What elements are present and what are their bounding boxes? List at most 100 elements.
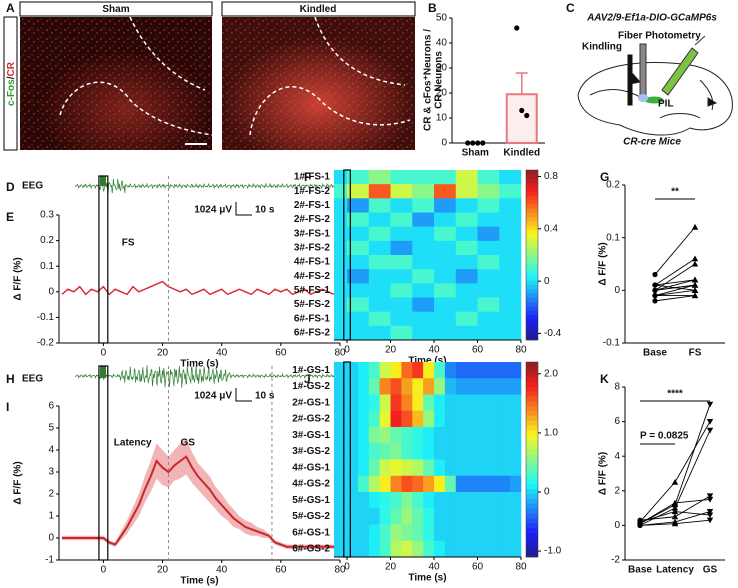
heat-cell <box>499 184 522 199</box>
marker <box>671 520 679 527</box>
heat-cell <box>412 311 435 327</box>
heat-cell <box>434 443 446 460</box>
colorbar-step <box>526 430 538 436</box>
colorbar-step <box>526 182 538 188</box>
heat-cell <box>357 443 370 460</box>
x-tick-label: Kindled <box>503 148 540 159</box>
colorbar-step <box>526 508 538 514</box>
heat-cell <box>390 459 402 477</box>
x-tick-label: Sham <box>462 148 489 159</box>
heat-cell <box>401 362 413 379</box>
heat-cell <box>477 269 500 284</box>
micrograph-sham <box>20 16 213 150</box>
colorbar-step <box>526 229 538 235</box>
data-point <box>519 107 525 114</box>
heat-cell <box>379 378 391 395</box>
colorbar-step <box>526 522 538 529</box>
heat-cell <box>357 378 370 395</box>
heat-cell <box>412 297 435 312</box>
subject-line <box>654 279 696 291</box>
subject-line <box>654 284 696 291</box>
x-axis-label: Time (s) <box>180 359 218 370</box>
heat-cell <box>466 443 478 460</box>
subject-line <box>654 279 696 286</box>
x-tick-label: 80 <box>334 348 346 359</box>
data-point <box>514 25 520 31</box>
heat-cell <box>412 459 424 477</box>
heat-cell <box>499 475 511 493</box>
colorbar-step <box>526 318 538 324</box>
colorbar-step <box>526 323 538 328</box>
x-tick-label: 80 <box>515 562 527 573</box>
colorbar-step <box>526 242 538 247</box>
annotation: GS <box>180 438 195 449</box>
heat-cell <box>423 459 435 477</box>
row-label: 5#-FS-2 <box>294 299 331 310</box>
colorbar-step <box>526 267 538 273</box>
marker <box>671 513 679 520</box>
row-label: 6#-FS-2 <box>294 328 331 339</box>
y-tick-label: 0 <box>614 285 620 296</box>
y-tick-label: 1 <box>48 511 54 522</box>
y-tick-label: 0.1 <box>606 232 620 243</box>
marker <box>671 478 679 485</box>
heat-cell <box>347 255 370 270</box>
colorbar-step <box>526 498 538 504</box>
heat-cell <box>434 325 457 341</box>
heat-cell <box>412 540 424 558</box>
y-tick-label: 6 <box>614 416 620 427</box>
heat-cell <box>499 226 522 242</box>
x-axis-label: Time (s) <box>408 356 446 367</box>
row-label: 2#-FS-1 <box>294 200 331 211</box>
heat-cell <box>334 508 348 525</box>
heat-cell <box>357 362 370 379</box>
y-tick-label: -0.1 <box>37 312 55 323</box>
x-tick-label: FS <box>689 348 702 359</box>
colorbar-step <box>526 440 538 446</box>
heat-cell <box>434 378 446 395</box>
heat-cell <box>412 198 435 213</box>
colorbar-step <box>526 216 538 222</box>
annotation: Latency <box>114 438 152 449</box>
colorbar-step <box>526 255 538 260</box>
heat-cell <box>455 443 467 460</box>
x-tick-label: 60 <box>472 345 484 356</box>
heat-cell <box>455 226 478 242</box>
y-tick-label: 20 <box>436 88 448 99</box>
row-label: 4#-FS-1 <box>294 257 331 268</box>
x-tick-label: 80 <box>515 345 527 356</box>
heat-cell <box>412 170 435 185</box>
heat-cell <box>347 378 359 395</box>
heat-cell <box>357 508 370 525</box>
colorbar-step <box>526 474 538 480</box>
colorbar-step <box>526 542 538 548</box>
y-tick-label: 6 <box>48 401 54 412</box>
row-label: 3#-FS-2 <box>294 243 331 254</box>
colorbar-label: 0.8 <box>544 171 558 182</box>
heat-cell <box>510 540 522 558</box>
x-tick-label: 20 <box>385 562 397 573</box>
y-axis-label: Δ F/F (%) <box>598 452 609 495</box>
x-tick-label: 20 <box>157 565 169 576</box>
heat-cell <box>334 311 348 327</box>
heat-cell <box>357 427 370 444</box>
heat-cell <box>455 362 467 379</box>
heat-cell <box>477 508 489 525</box>
y-axis-label: Δ F/F (%) <box>13 257 24 300</box>
heat-cell <box>444 394 457 412</box>
heat-cell <box>412 240 435 256</box>
colorbar-step <box>526 263 538 269</box>
heat-cell <box>368 443 380 460</box>
marker <box>691 287 699 293</box>
heat-cell <box>444 362 457 379</box>
heat-cell <box>379 524 391 542</box>
colorbar-step <box>526 289 538 294</box>
heat-cell <box>347 170 370 185</box>
eeg-label: EEG <box>22 374 43 385</box>
heat-cell <box>334 378 348 395</box>
y-tick-label: 40 <box>436 38 448 49</box>
heat-cell <box>444 540 457 558</box>
heat-cell <box>368 540 380 558</box>
row-label: 3#-GS-2 <box>292 446 330 457</box>
heat-cell <box>390 269 413 284</box>
